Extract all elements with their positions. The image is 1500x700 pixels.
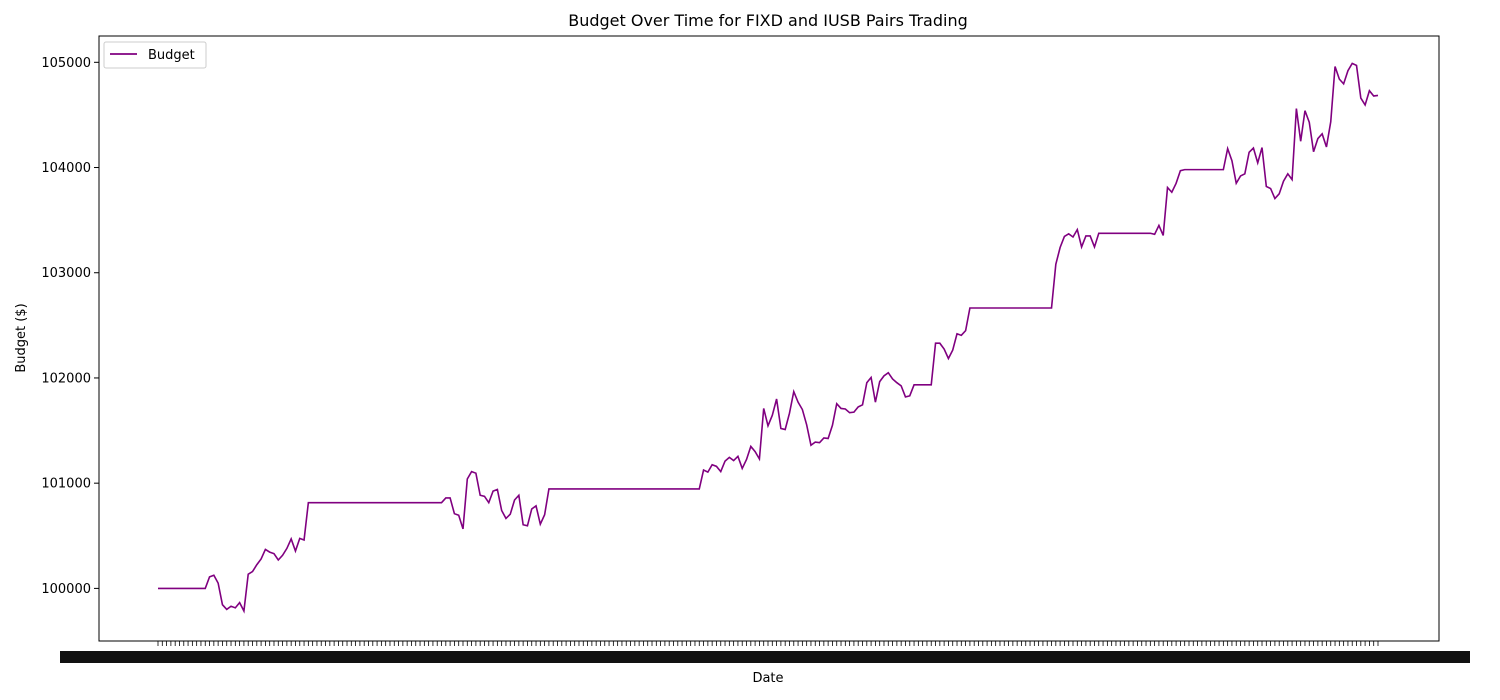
legend-label-budget: Budget [148, 48, 195, 63]
y-tick-label: 103000 [41, 266, 91, 281]
budget-series-line [158, 62, 1379, 614]
y-tick-label: 100000 [41, 582, 91, 597]
y-tick-label: 105000 [41, 56, 91, 71]
y-tick-label: 101000 [41, 477, 91, 492]
x-tick-labels-overlapped [60, 651, 1470, 663]
y-axis-label: Budget ($) [14, 303, 29, 372]
y-axis-ticks: 100000 101000 102000 103000 104000 105000 [41, 56, 99, 597]
legend: Budget [103, 41, 207, 69]
chart-title: Budget Over Time for FIXD and IUSB Pairs… [568, 11, 968, 30]
y-tick-label: 104000 [41, 161, 91, 176]
y-tick-label: 102000 [41, 371, 91, 386]
legend-box [103, 41, 207, 69]
x-axis-label: Date [752, 671, 783, 686]
x-axis-ticks [60, 641, 1470, 663]
plot-area [98, 35, 1440, 642]
